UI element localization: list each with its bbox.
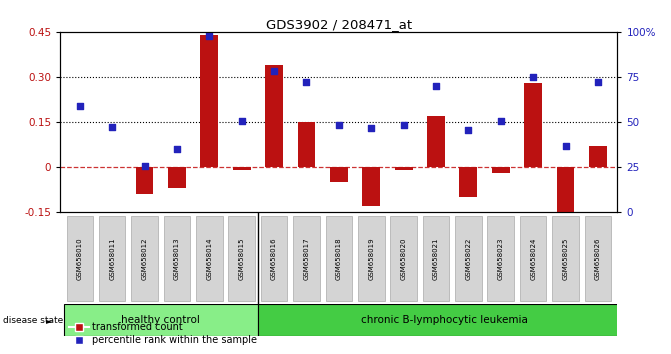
Point — [495, 118, 506, 124]
Bar — [460, 167, 477, 198]
Text: GSM658016: GSM658016 — [271, 237, 277, 280]
Point — [333, 122, 344, 128]
FancyBboxPatch shape — [228, 216, 255, 301]
FancyBboxPatch shape — [552, 216, 579, 301]
Text: GSM658011: GSM658011 — [109, 237, 115, 280]
FancyBboxPatch shape — [423, 216, 450, 301]
Point — [107, 124, 117, 130]
Point — [204, 34, 215, 39]
Point — [74, 103, 85, 108]
Point — [592, 79, 603, 84]
Bar — [168, 167, 186, 188]
FancyBboxPatch shape — [455, 216, 482, 301]
Bar — [557, 167, 574, 218]
Point — [431, 83, 442, 89]
Text: GSM658010: GSM658010 — [76, 237, 83, 280]
Title: GDS3902 / 208471_at: GDS3902 / 208471_at — [266, 18, 412, 31]
FancyBboxPatch shape — [391, 216, 417, 301]
FancyBboxPatch shape — [584, 216, 611, 301]
Bar — [362, 167, 380, 206]
Text: GSM658025: GSM658025 — [562, 237, 568, 280]
Bar — [297, 122, 315, 167]
Point — [172, 147, 183, 152]
FancyBboxPatch shape — [196, 216, 223, 301]
FancyBboxPatch shape — [293, 216, 320, 301]
Bar — [265, 65, 283, 167]
Text: GSM658017: GSM658017 — [303, 237, 309, 280]
Text: disease state: disease state — [3, 316, 64, 325]
FancyBboxPatch shape — [66, 216, 93, 301]
Bar — [201, 35, 218, 167]
Text: GSM658015: GSM658015 — [239, 237, 245, 280]
FancyBboxPatch shape — [132, 216, 158, 301]
Text: GSM658019: GSM658019 — [368, 237, 374, 280]
FancyBboxPatch shape — [64, 304, 258, 336]
Text: healthy control: healthy control — [121, 315, 200, 325]
Text: GSM658022: GSM658022 — [466, 237, 471, 280]
Legend: transformed count, percentile rank within the sample: transformed count, percentile rank withi… — [65, 319, 260, 349]
Text: ►: ► — [46, 316, 52, 325]
FancyBboxPatch shape — [258, 304, 630, 336]
FancyBboxPatch shape — [520, 216, 546, 301]
Bar — [330, 167, 348, 182]
FancyBboxPatch shape — [325, 216, 352, 301]
Point — [366, 125, 376, 131]
Text: GSM658018: GSM658018 — [336, 237, 342, 280]
Text: GSM658014: GSM658014 — [207, 237, 212, 280]
FancyBboxPatch shape — [261, 216, 287, 301]
Point — [560, 143, 571, 149]
Bar — [427, 116, 445, 167]
FancyBboxPatch shape — [99, 216, 125, 301]
Text: GSM658020: GSM658020 — [401, 237, 407, 280]
Point — [268, 68, 279, 74]
Point — [528, 74, 539, 80]
Text: GSM658013: GSM658013 — [174, 237, 180, 280]
Text: GSM658021: GSM658021 — [433, 237, 439, 280]
Text: GSM658023: GSM658023 — [498, 237, 504, 280]
Point — [399, 122, 409, 128]
Point — [139, 163, 150, 169]
Text: chronic B-lymphocytic leukemia: chronic B-lymphocytic leukemia — [360, 315, 527, 325]
Bar — [136, 167, 154, 194]
FancyBboxPatch shape — [487, 216, 514, 301]
Point — [301, 79, 312, 84]
Text: GSM658026: GSM658026 — [595, 237, 601, 280]
Bar — [233, 167, 251, 170]
Bar — [589, 146, 607, 167]
Text: GSM658012: GSM658012 — [142, 237, 148, 280]
FancyBboxPatch shape — [358, 216, 384, 301]
Text: GSM658024: GSM658024 — [530, 237, 536, 280]
Bar — [524, 83, 542, 167]
Point — [236, 118, 247, 124]
FancyBboxPatch shape — [164, 216, 191, 301]
Point — [463, 127, 474, 132]
Bar — [395, 167, 413, 170]
Bar — [492, 167, 510, 173]
